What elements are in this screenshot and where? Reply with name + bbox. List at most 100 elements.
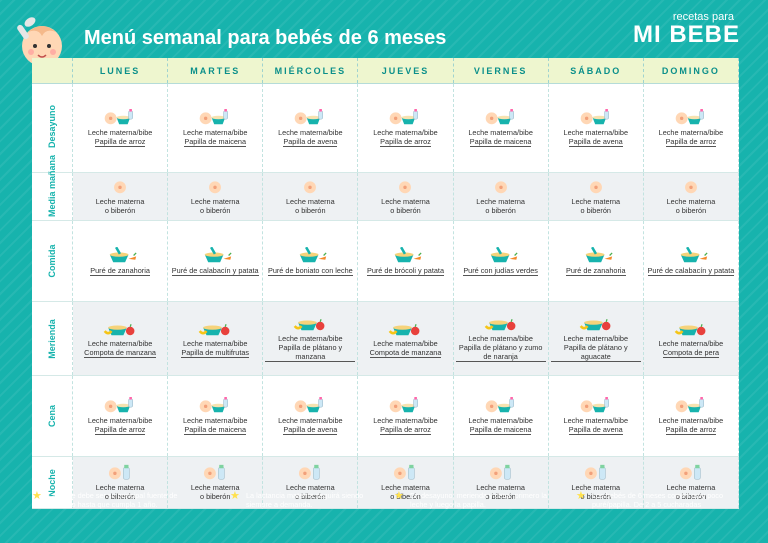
cell-milk-text: Leche materna (571, 483, 621, 492)
menu-cell: Leche materna o biberón (357, 172, 454, 221)
menu-cell: Leche materna o biberón (548, 456, 644, 509)
breast-icon (579, 178, 613, 195)
day-header: DOMINGO (643, 58, 740, 84)
cell-milk-text: Leche materna/bibe (468, 416, 533, 425)
cell-milk-text: Leche materna/bibe (563, 128, 629, 137)
cell-milk-text: Leche materna (190, 197, 240, 206)
cell-food-text: o biberón (485, 206, 516, 215)
cell-milk-text: Leche materna/bibe (87, 338, 153, 348)
bottle-bowl-icon (198, 397, 232, 414)
cell-milk-text: Leche materna (381, 483, 430, 492)
cell-milk-text: Leche materna (476, 483, 525, 492)
cell-food-text: o biberón (580, 492, 611, 501)
brand-logo: recetas para MI BEBE (633, 11, 740, 47)
bottle-bowl-icon (103, 397, 137, 414)
bottle-bowl-icon (388, 109, 422, 126)
menu-cell: Leche materna/bibe Papilla de arroz (72, 375, 169, 457)
menu-cell: Leche materna/bibe Papilla de maicena (167, 83, 264, 173)
menu-cell: Leche materna o biberón (262, 172, 359, 221)
menu-cell: Leche materna o biberón (643, 172, 740, 221)
brand-big-text: MI BEBE (632, 21, 740, 48)
puree-bowl-icon (293, 246, 327, 264)
meal-label: Desayuno (47, 104, 57, 148)
breast-bottle-icon (674, 464, 708, 481)
cell-food-text: Papilla de plátano y aguacate (550, 343, 641, 362)
breast-bottle-icon (579, 464, 613, 481)
cell-food-text: Papilla de arroz (94, 137, 146, 147)
cell-milk-text: Leche materna/bibe (373, 338, 438, 348)
menu-cell: Leche materna o biberón (453, 172, 549, 221)
cell-milk-text: Leche materna/bibe (87, 128, 153, 137)
menu-cell: Leche materna o biberón (72, 456, 169, 509)
meal-row: Desayuno Leche materna/bibe Papilla de arr… (32, 83, 740, 173)
fruit-bowl-icon (388, 320, 422, 337)
menu-cell: Leche materna o biberón (548, 172, 644, 221)
menu-cell: Puré de calabacín y patata (643, 220, 740, 302)
cell-milk-text: Leche materna/bibe (373, 128, 438, 137)
fruit-bowl-icon (674, 320, 708, 337)
menu-cell: Leche materna/bibe Papilla de arroz (72, 83, 169, 173)
cell-food-text: Papilla de multifrutas (181, 347, 250, 358)
cell-milk-text: Leche materna (95, 197, 145, 206)
puree-bowl-icon (388, 246, 423, 264)
cell-food-text: Puré de zanahoria (565, 265, 626, 276)
star-icon: ★ (576, 490, 586, 502)
cell-milk-text: Leche materna/bibe (182, 416, 248, 425)
cell-food-text: Papilla de plátano y manzana (265, 343, 356, 362)
puree-bowl-icon (484, 246, 518, 264)
cell-milk-text: Leche materna (190, 483, 240, 492)
breast-icon (674, 178, 708, 195)
brand-small-text: recetas para (672, 11, 734, 23)
fruit-bowl-icon (579, 315, 613, 332)
cell-food-text: o biberón (390, 492, 421, 501)
cell-milk-text: Leche materna (571, 197, 621, 206)
meal-label: Comida (47, 244, 57, 278)
cell-food-text: Papilla de arroz (665, 137, 717, 147)
cell-milk-text: Leche materna/bibe (278, 128, 343, 137)
cell-food-text: o biberón (485, 492, 516, 501)
star-icon: ★ (32, 490, 42, 502)
cell-food-text: Puré de calabacín y patata (171, 265, 259, 276)
cell-milk-text: Leche materna/bibe (563, 416, 629, 425)
meal-row: Media mañana Leche materna o biberón Leche … (32, 154, 740, 221)
days-header-row: LUNES MARTES MIÉRCOLES JUEVES VIERNES SÁ… (32, 58, 740, 84)
day-header: LUNES (72, 58, 169, 84)
star-icon: ★ (394, 490, 404, 502)
breast-icon (388, 178, 422, 195)
breast-icon (484, 178, 518, 195)
meal-label: Cena (47, 405, 57, 428)
menu-cell: Leche materna o biberón (72, 172, 169, 221)
menu-cell: Leche materna/bibe Papilla de arroz (357, 375, 454, 457)
cell-food-text: Papilla de arroz (380, 425, 431, 435)
cell-milk-text: Leche materna/bibe (278, 416, 343, 425)
breast-bottle-icon (103, 464, 137, 481)
breast-bottle-icon (484, 464, 518, 481)
cell-food-text: o biberón (104, 206, 136, 215)
cell-milk-text: Leche materna/bibe (658, 416, 724, 425)
menu-cell: Leche materna/bibe Papilla de plátano y z… (453, 301, 549, 376)
meal-row: Comida Puré de zanahoria Puré de calabacín… (32, 220, 740, 302)
cell-food-text: o biberón (199, 206, 231, 215)
puree-bowl-icon (103, 246, 137, 264)
cell-milk-text: Leche materna/bibe (373, 416, 438, 425)
note-item: ★ Los bebés de 6 meses comen muy poco pur… (576, 490, 744, 510)
meal-label: Merienda (47, 318, 57, 359)
puree-bowl-icon (198, 246, 232, 264)
menu-cell: Puré de zanahoria (72, 220, 169, 302)
menu-cell: Leche materna/bibe Papilla de plátano y m… (262, 301, 359, 376)
bottle-bowl-icon (579, 397, 613, 414)
cell-food-text: Papilla de maicena (184, 425, 247, 435)
fruit-bowl-icon (103, 320, 137, 337)
menu-cell: Leche materna o biberón (357, 456, 454, 509)
meal-row: Noche Leche materna o biberón Leche materna… (32, 456, 740, 509)
bottle-bowl-icon (388, 397, 422, 414)
cell-food-text: o biberón (390, 206, 421, 215)
meal-row: Cena Leche materna/bibe Papilla de arroz Le… (32, 375, 740, 457)
cell-milk-text: Leche materna (666, 483, 716, 492)
cell-food-text: Papilla de avena (568, 137, 623, 147)
meal-label: Media mañana (47, 154, 57, 217)
cell-food-text: Papilla de arroz (380, 137, 431, 147)
bottle-bowl-icon (293, 109, 327, 126)
menu-cell: Leche materna/bibe Compota de manzana (72, 301, 169, 376)
cell-milk-text: Leche materna (286, 197, 335, 206)
